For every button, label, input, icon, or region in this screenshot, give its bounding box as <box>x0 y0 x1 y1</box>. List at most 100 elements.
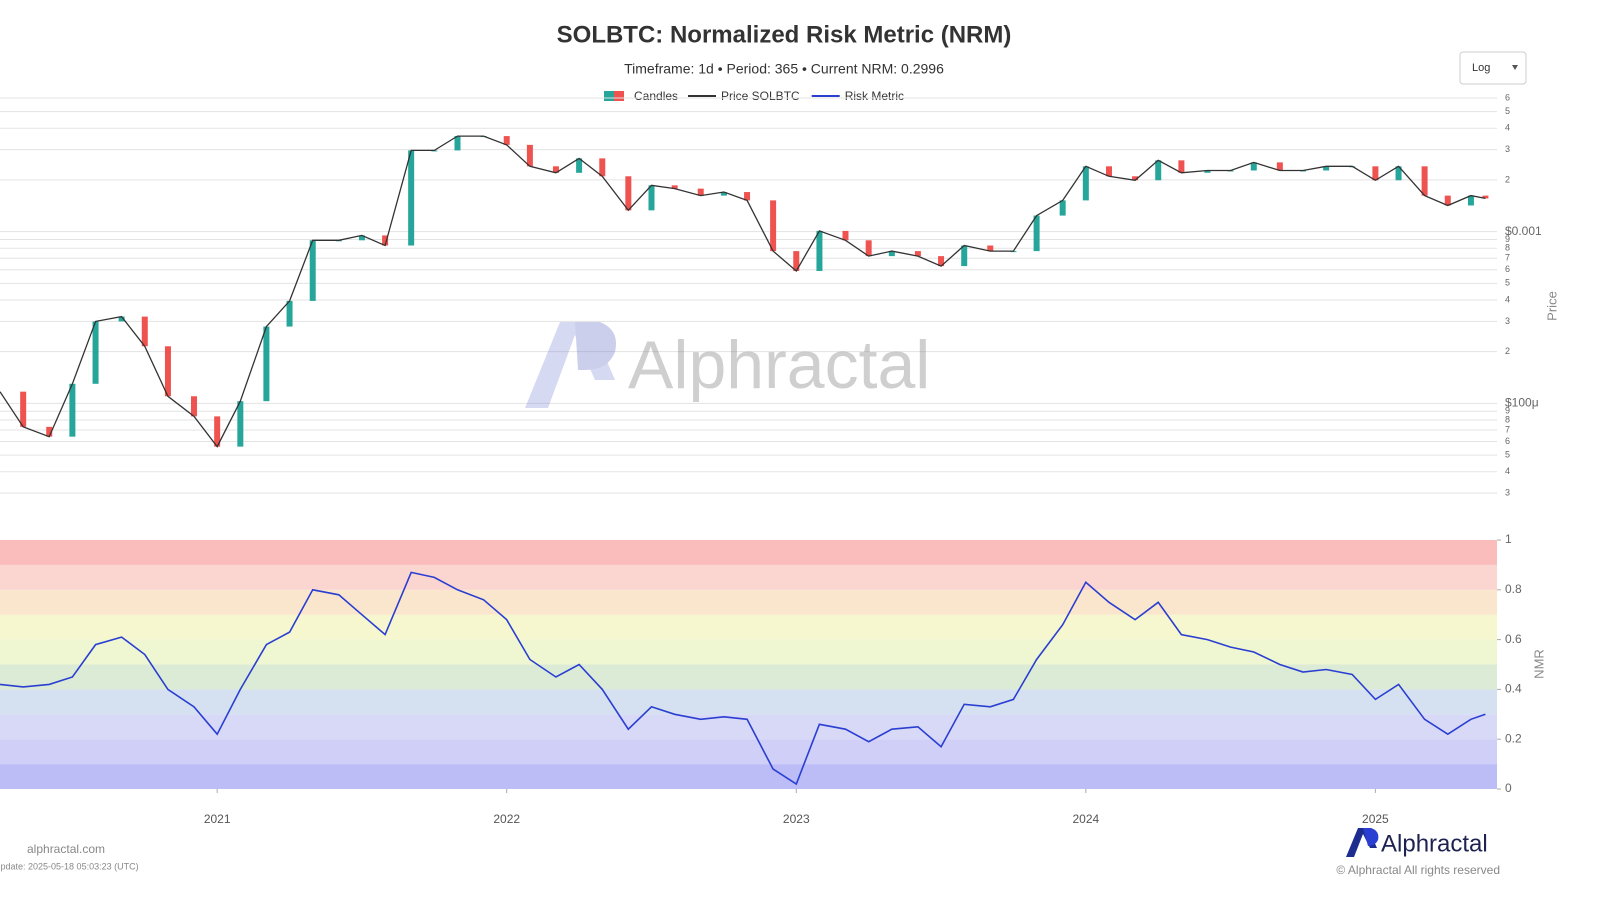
candle <box>286 300 293 327</box>
y-tick-label: 6 <box>1505 264 1510 274</box>
candle <box>793 251 800 271</box>
legend: Candles Price SOLBTC Risk Metric <box>604 89 904 103</box>
candle <box>842 230 849 241</box>
candle <box>164 346 171 397</box>
x-tick-label: 2025 <box>1362 812 1389 826</box>
candle <box>526 144 533 167</box>
dropdown-arrow <box>1512 65 1518 70</box>
candle <box>888 251 895 257</box>
y-tick-label: 9 <box>1505 406 1510 416</box>
risk-zone <box>0 739 1497 765</box>
candle <box>1276 162 1283 171</box>
risk-zone <box>0 714 1497 740</box>
footer-site[interactable]: alphractal.com <box>27 842 105 856</box>
candle <box>697 188 704 196</box>
risk-zone <box>0 689 1497 715</box>
y-tick-label: 4 <box>1505 466 1510 476</box>
candle <box>987 245 994 252</box>
candle <box>191 396 198 417</box>
candle <box>599 158 606 177</box>
legend-label[interactable]: Candles <box>634 89 678 103</box>
candle <box>237 401 244 447</box>
candle <box>1132 176 1139 181</box>
x-tick-label: 2021 <box>204 812 231 826</box>
candle <box>503 136 510 145</box>
candle <box>865 240 872 257</box>
candle <box>770 200 777 252</box>
candle <box>214 416 221 447</box>
y-tick-label: 2 <box>1505 174 1510 184</box>
y-tick-label: 8 <box>1505 243 1510 253</box>
candle <box>141 316 148 347</box>
candle <box>263 326 270 402</box>
footer-copyright: © Alphractal All rights reserved <box>1336 863 1500 877</box>
scale-dropdown[interactable]: Log <box>1459 51 1527 85</box>
y-tick-label: 3 <box>1505 316 1510 326</box>
y2-tick-label: 0.2 <box>1505 731 1522 745</box>
y2-tick-label: 0 <box>1505 781 1512 795</box>
candle <box>1323 166 1330 171</box>
y-tick-label: 8 <box>1505 414 1510 424</box>
y-tick-label: 9 <box>1505 234 1510 244</box>
candle <box>720 192 727 196</box>
x-tick-label: 2022 <box>493 812 520 826</box>
candle <box>358 235 365 241</box>
candle <box>1421 166 1428 196</box>
x-tick-label: 2023 <box>783 812 810 826</box>
y2-tick-label: 0.6 <box>1505 632 1522 646</box>
y-tick-label: 6 <box>1505 92 1510 102</box>
legend-label[interactable]: Price SOLBTC <box>721 89 800 103</box>
candle <box>938 256 945 267</box>
y2-tick-label: 0.8 <box>1505 582 1522 596</box>
candle <box>1482 195 1489 199</box>
candle <box>648 185 655 211</box>
y2-axis-title: NMR <box>1531 649 1546 679</box>
y-tick-label: 7 <box>1505 424 1510 434</box>
y-tick-label: 5 <box>1505 106 1510 116</box>
watermark-text: Alphractal <box>628 327 930 403</box>
footer-brand: Alphractal <box>1381 830 1488 857</box>
y2-tick-label: 0.4 <box>1505 682 1522 696</box>
legend-label[interactable]: Risk Metric <box>845 89 904 103</box>
candle <box>1204 170 1211 173</box>
candle <box>744 192 751 201</box>
dropdown-label[interactable]: Log <box>1472 62 1490 74</box>
footer-logo <box>1363 828 1379 846</box>
candle <box>118 316 125 322</box>
candle <box>1033 215 1040 252</box>
candle <box>69 383 76 437</box>
candle <box>20 391 27 427</box>
candle <box>382 235 389 246</box>
candle <box>1178 160 1185 173</box>
candle <box>914 251 921 257</box>
y-tick-label: 4 <box>1505 123 1510 133</box>
y-tick-label: 3 <box>1505 488 1510 498</box>
series-line <box>0 135 1486 448</box>
y-tick-label: 7 <box>1505 253 1510 263</box>
risk-zone <box>0 564 1497 590</box>
y-tick-label: 6 <box>1505 436 1510 446</box>
candle <box>1059 200 1066 216</box>
candle <box>961 245 968 267</box>
watermark-logo <box>575 322 616 370</box>
y2-tick-label: 1 <box>1505 532 1512 546</box>
candle <box>1395 166 1402 181</box>
y-tick-label: 4 <box>1505 294 1510 304</box>
candle <box>625 176 632 211</box>
candle <box>1467 195 1474 206</box>
risk-zone <box>0 764 1497 789</box>
candle <box>92 321 99 384</box>
watermark-logo <box>525 322 615 408</box>
x-tick-label: 2024 <box>1072 812 1099 826</box>
y-tick-label: 3 <box>1505 144 1510 154</box>
candle <box>1105 166 1112 177</box>
dropdown-box[interactable] <box>1459 51 1527 85</box>
candle <box>1444 195 1451 206</box>
series-line <box>0 571 1486 786</box>
candle <box>552 166 559 173</box>
y-axis-title: Price <box>1544 291 1559 321</box>
risk-zone <box>0 540 1497 565</box>
footer-update: Update: 2025-05-18 05:03:23 (UTC) <box>0 861 139 871</box>
legend-candle-up <box>604 91 614 101</box>
chart-subtitle: Timeframe: 1d • Period: 365 • Current NR… <box>624 61 944 77</box>
